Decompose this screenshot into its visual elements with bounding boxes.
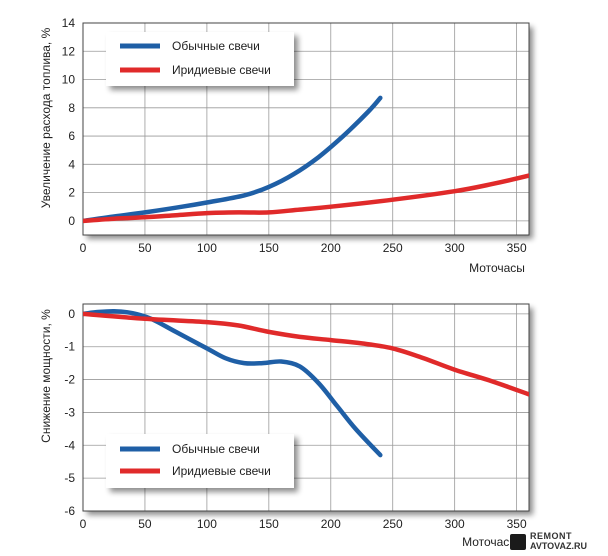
fuel-consumption-chart: 0 50 100 150 200 250 300 350 0 2 4 6 8 10 12 14 Моточасы… (39, 16, 530, 275)
y-tick-label: 4 (68, 157, 75, 171)
x-tick-label: 100 (197, 517, 217, 531)
x-axis-title: Моточасы (469, 261, 525, 275)
y-tick-label: -5 (64, 471, 75, 485)
plot-frame (82, 22, 530, 236)
watermark-line-1: REMONT (530, 531, 572, 541)
y-tick-label: -1 (64, 340, 75, 354)
legend-label-regular-plugs: Обычные свечи (172, 39, 260, 53)
legend-box (106, 32, 294, 86)
y-tick-label: -2 (64, 373, 75, 387)
y-tick-label: 6 (68, 129, 75, 143)
y-tick-label: 12 (62, 44, 76, 58)
x-tick-label: 300 (445, 517, 465, 531)
watermark-line-2: AVTOVAZ.RU (530, 541, 588, 551)
series-line-regular-plugs (83, 95, 383, 224)
x-tick-label: 50 (138, 517, 152, 531)
y-tick-label: 0 (68, 214, 75, 228)
y-axis-title: Снижение мощности, % (39, 309, 53, 443)
y-tick-label: 2 (68, 186, 75, 200)
x-tick-label: 0 (80, 241, 87, 255)
x-tick-label: 300 (445, 241, 465, 255)
site-watermark: REMONT AVTOVAZ.RU (510, 531, 602, 553)
x-tick-label: 350 (507, 517, 527, 531)
x-tick-label: 100 (197, 241, 217, 255)
x-tick-label: 250 (383, 241, 403, 255)
series-line-iridium-plugs (83, 311, 529, 397)
x-tick-label: 150 (259, 517, 279, 531)
legend-label-iridium-plugs: Иридиевые свечи (172, 63, 271, 77)
x-tick-label: 200 (321, 517, 341, 531)
y-tick-label: -3 (64, 405, 75, 419)
x-tick-label: 350 (507, 241, 527, 255)
y-tick-label: -6 (64, 504, 75, 518)
y-axis-title: Увеличение расхода топлива, % (39, 27, 53, 208)
x-tick-label: 250 (383, 517, 403, 531)
x-tick-label: 150 (259, 241, 279, 255)
y-tick-label: 10 (62, 73, 76, 87)
legend-label-iridium-plugs: Иридиевые свечи (172, 464, 271, 478)
legend-box (106, 434, 294, 488)
y-tick-label: -4 (64, 438, 75, 452)
series-line-regular-plugs (83, 308, 383, 458)
legend-label-regular-plugs: Обычные свечи (172, 442, 260, 456)
power-loss-chart: 0 50 100 150 200 250 300 350 0 -1 -2 -3 -4 -5 -6 Моточа… (39, 303, 530, 549)
y-tick-label: 0 (68, 307, 75, 321)
y-tick-label: 8 (68, 101, 75, 115)
plot-frame (82, 303, 530, 512)
y-tick-label: 14 (62, 16, 76, 30)
x-tick-label: 50 (138, 241, 152, 255)
site-logo-icon (510, 534, 526, 550)
x-axis-title: Моточасы (462, 535, 518, 549)
x-tick-label: 200 (321, 241, 341, 255)
series-line-iridium-plugs (83, 173, 529, 224)
x-tick-label: 0 (80, 517, 87, 531)
